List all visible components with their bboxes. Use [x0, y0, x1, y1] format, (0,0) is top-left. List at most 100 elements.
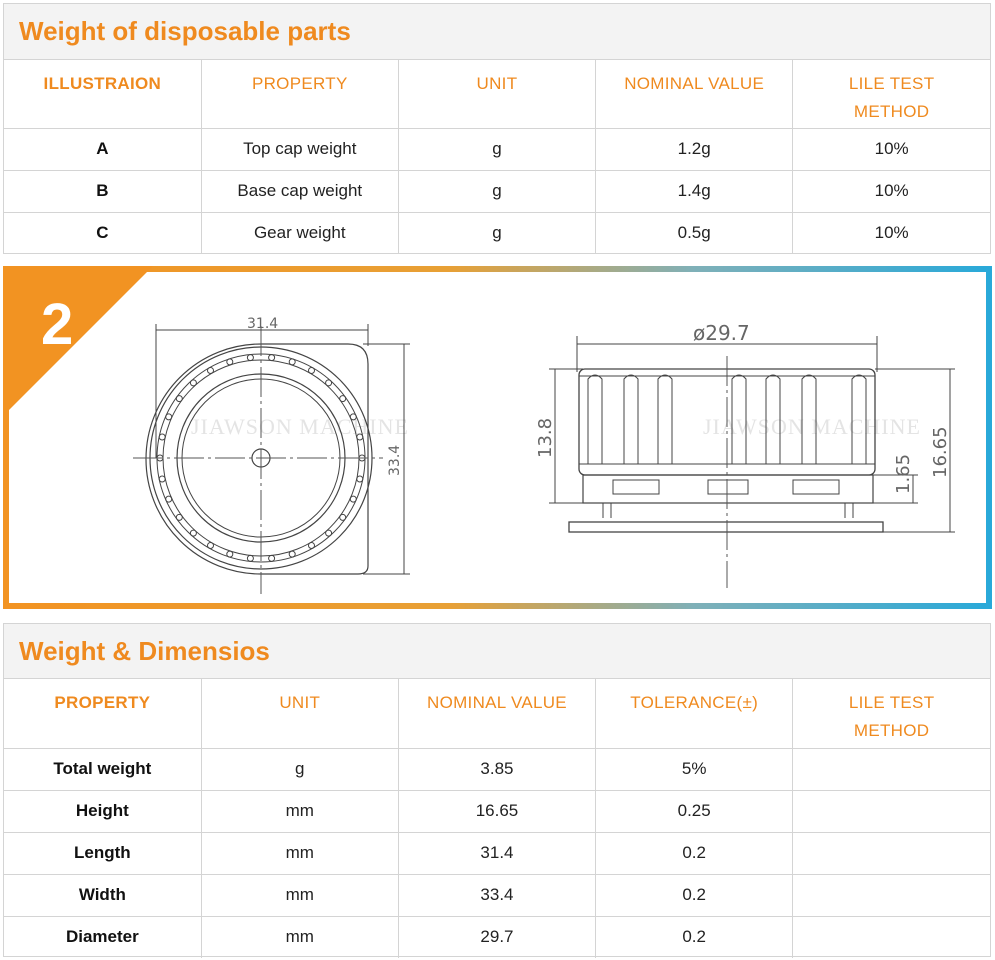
cell-property: Base cap weight [200, 169, 399, 213]
table-row: Width mm 33.4 0.2 [4, 873, 990, 917]
rib-mark [339, 395, 347, 403]
rib-mark [189, 529, 197, 537]
cell-tolerance: 0.2 [595, 831, 794, 875]
watermark-right: JIAWSON MACHINE [703, 414, 921, 439]
cell-unit: g [397, 127, 597, 171]
cell-unit: g [200, 747, 399, 791]
rib-mark [207, 542, 214, 549]
cell-test-method [792, 747, 990, 791]
cell-test-method: 10% [792, 127, 990, 171]
cell-illustration: C [4, 211, 202, 254]
rib-mark [356, 433, 364, 441]
grip-ridge [587, 374, 603, 464]
cell-property: Total weight [4, 747, 202, 791]
rib-mark [189, 379, 197, 387]
grip-ridge [851, 374, 867, 464]
technical-drawing: 2 JIAWSON MACHINE JIAWSON MACHINE 31.4 3… [3, 266, 992, 609]
cell-nominal-value: 1.2g [595, 127, 794, 171]
rib-mark [308, 542, 315, 549]
header-property: PROPERTY [200, 60, 399, 129]
cell-nominal-value: 31.4 [397, 831, 597, 875]
rib-mark [226, 550, 234, 558]
cell-nominal-value: 3.85 [397, 747, 597, 791]
cell-tolerance: 5% [595, 747, 794, 791]
dimensions-grid: PROPERTY UNIT NOMINAL VALUE TOLERANCE(±)… [4, 679, 990, 958]
cell-test-method: 10% [792, 169, 990, 213]
table-row: C Gear weight g 0.5g 10% [4, 211, 990, 254]
table-header-row: ILLUSTRAION PROPERTY UNIT NOMINAL VALUE … [4, 60, 990, 129]
watermark-left: JIAWSON MACHINE [191, 414, 409, 439]
header-unit: UNIT [200, 679, 399, 749]
table-row: Height mm 16.65 0.25 [4, 789, 990, 833]
cell-nominal-value: 29.7 [397, 915, 597, 958]
rib-mark [308, 367, 315, 374]
cell-test-method [792, 873, 990, 917]
table-row: Diameter mm 29.7 0.2 [4, 915, 990, 958]
cell-illustration: B [4, 169, 202, 213]
cell-tolerance: 0.25 [595, 789, 794, 833]
table-row: A Top cap weight g 1.2g 10% [4, 127, 990, 171]
grip-ridge [731, 374, 747, 464]
cell-unit: mm [200, 915, 399, 958]
disposable-parts-title: Weight of disposable parts [4, 4, 990, 60]
table-row: Length mm 31.4 0.2 [4, 831, 990, 875]
dimensions-table: Weight & Dimensios PROPERTY UNIT NOMINAL… [3, 623, 991, 958]
cell-property: Height [4, 789, 202, 833]
cell-test-method [792, 915, 990, 958]
dim-body-height-label: 13.8 [535, 418, 556, 458]
rib-mark [246, 354, 254, 362]
drawing-frame [3, 266, 992, 609]
cell-property: Width [4, 873, 202, 917]
rib-mark [288, 550, 296, 558]
rib-mark [325, 379, 333, 387]
rib-mark [268, 354, 276, 362]
rib-mark [288, 358, 296, 366]
header-unit: UNIT [397, 60, 597, 129]
rib-mark [207, 367, 214, 374]
grip-ridge [765, 374, 781, 464]
cell-nominal-value: 1.4g [595, 169, 794, 213]
header-test-method: LILE TEST METHOD [792, 679, 990, 749]
cell-test-method [792, 831, 990, 875]
header-nominal-value: NOMINAL VALUE [595, 60, 794, 129]
step-number: 2 [41, 292, 73, 357]
table-row: B Base cap weight g 1.4g 10% [4, 169, 990, 213]
header-tolerance: TOLERANCE(±) [595, 679, 794, 749]
dim-base-height-label: 1.65 [893, 454, 914, 494]
table-row: Total weight g 3.85 5% [4, 747, 990, 791]
cell-unit: mm [200, 831, 399, 875]
cell-unit: g [397, 169, 597, 213]
disposable-parts-table: Weight of disposable parts ILLUSTRAION P… [3, 3, 991, 254]
cell-unit: mm [200, 789, 399, 833]
cell-tolerance: 0.2 [595, 873, 794, 917]
top-view [133, 324, 410, 594]
cell-unit: mm [200, 873, 399, 917]
cell-property: Diameter [4, 915, 202, 958]
rib-mark [158, 475, 166, 483]
cell-tolerance: 0.2 [595, 915, 794, 958]
cell-unit: g [397, 211, 597, 254]
dim-width-label: 33.4 [387, 445, 403, 476]
rib-mark [268, 554, 276, 562]
cell-property: Top cap weight [200, 127, 399, 171]
header-property: PROPERTY [4, 679, 202, 749]
cell-illustration: A [4, 127, 202, 171]
cell-nominal-value: 16.65 [397, 789, 597, 833]
cell-nominal-value: 0.5g [595, 211, 794, 254]
header-test-method: LILE TEST METHOD [792, 60, 990, 129]
table-header-row: PROPERTY UNIT NOMINAL VALUE TOLERANCE(±)… [4, 679, 990, 749]
rib-mark [158, 433, 166, 441]
dimensions-title: Weight & Dimensios [4, 624, 990, 679]
rib-mark [349, 495, 357, 503]
cell-property: Gear weight [200, 211, 399, 254]
grip-ridge [801, 374, 817, 464]
step-badge [3, 266, 153, 416]
rib-mark [175, 513, 183, 521]
header-nominal-value: NOMINAL VALUE [397, 679, 597, 749]
cell-property: Length [4, 831, 202, 875]
dim-diameter-label: ø29.7 [693, 321, 750, 345]
rib-mark [325, 529, 333, 537]
rib-mark [165, 495, 173, 503]
cell-test-method: 10% [792, 211, 990, 254]
cell-test-method [792, 789, 990, 833]
